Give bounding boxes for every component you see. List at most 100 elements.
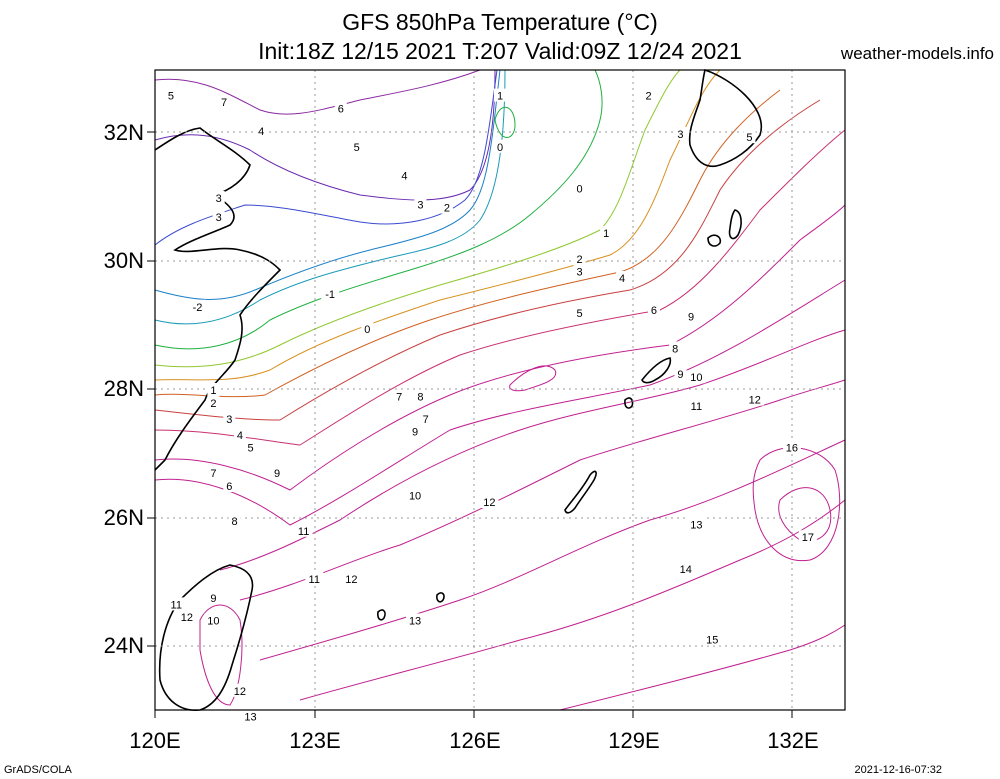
coastline-kyushu bbox=[688, 68, 763, 167]
contour-label: 12 bbox=[234, 686, 246, 698]
contour-label: 9 bbox=[412, 427, 418, 439]
lon-label-132e: 132E bbox=[767, 728, 819, 753]
contour-line bbox=[154, 69, 501, 300]
map-title-line1: GFS 850hPa Temperature (°C) bbox=[342, 9, 658, 35]
contour-label: 9 bbox=[688, 311, 694, 323]
contour-label: 12 bbox=[181, 612, 193, 624]
contour-label: 7 bbox=[221, 97, 227, 109]
contour-line bbox=[559, 624, 846, 711]
coastline-amami bbox=[641, 357, 672, 384]
contour-label: 12 bbox=[345, 574, 357, 586]
contour-line bbox=[259, 439, 846, 661]
contour-line bbox=[752, 447, 841, 562]
contour-label: 16 bbox=[786, 443, 798, 455]
contour-label: 12 bbox=[483, 497, 495, 509]
contour-label: 11 bbox=[691, 401, 702, 413]
lat-label-30n: 30N bbox=[103, 248, 144, 273]
lat-label-24n: 24N bbox=[103, 633, 144, 658]
contour-label: 2 bbox=[210, 398, 216, 410]
contour-label: 3 bbox=[677, 129, 683, 141]
contour-line bbox=[154, 69, 481, 115]
contour-label: 10 bbox=[207, 615, 219, 627]
contour-label: 7 bbox=[396, 391, 402, 403]
contour-label: 11 bbox=[298, 526, 309, 538]
contour-label: 2 bbox=[577, 254, 583, 266]
contour-label: 10 bbox=[409, 491, 421, 503]
contour-line bbox=[154, 69, 498, 246]
contour-line bbox=[778, 487, 832, 542]
contour-label: 0 bbox=[497, 142, 503, 154]
contour-label: 13 bbox=[244, 711, 256, 723]
contour-label: 5 bbox=[168, 91, 174, 103]
contour-line bbox=[509, 365, 557, 392]
contour-line bbox=[199, 604, 243, 706]
contour-label: 4 bbox=[401, 171, 407, 183]
contour-label: 0 bbox=[364, 324, 370, 336]
contour-label: 6 bbox=[338, 103, 344, 115]
graticule bbox=[155, 70, 845, 710]
contour-label: -1 bbox=[325, 289, 335, 301]
contour-label: 5 bbox=[577, 308, 583, 320]
lon-label-129e: 129E bbox=[608, 728, 660, 753]
contour-label: 9 bbox=[677, 369, 683, 381]
contour-label: 11 bbox=[309, 574, 320, 586]
contour-label: 4 bbox=[619, 273, 625, 285]
contour-label: 15 bbox=[706, 635, 718, 647]
contour-label: 3 bbox=[417, 199, 423, 211]
contour-label: 13 bbox=[690, 519, 702, 531]
contour-line bbox=[154, 89, 781, 398]
contour-lines bbox=[154, 69, 846, 711]
contour-label: 6 bbox=[651, 305, 657, 317]
contour-label: 2 bbox=[646, 91, 652, 103]
coastline-china-east bbox=[154, 127, 282, 471]
coastline-okinawa bbox=[564, 470, 597, 514]
contour-line bbox=[154, 69, 496, 201]
contour-label: 17 bbox=[802, 532, 814, 544]
contour-line bbox=[494, 107, 516, 138]
lon-label-126e: 126E bbox=[449, 728, 501, 753]
contour-label: -2 bbox=[193, 302, 203, 314]
contour-label: 8 bbox=[672, 343, 678, 355]
contour-label: 3 bbox=[216, 193, 222, 205]
contour-label: 3 bbox=[577, 267, 583, 279]
contour-label: 1 bbox=[603, 228, 609, 240]
contour-label: 11 bbox=[171, 599, 182, 611]
lon-label-123e: 123E bbox=[289, 728, 341, 753]
contour-label: 4 bbox=[258, 126, 264, 138]
contour-line bbox=[154, 129, 846, 446]
contour-line bbox=[154, 69, 681, 368]
axis-ticks bbox=[147, 131, 793, 718]
coastline-yakushima bbox=[707, 234, 722, 247]
site-name: weather-models.info bbox=[840, 44, 994, 63]
contour-line bbox=[154, 279, 846, 526]
coastline-island bbox=[624, 397, 634, 409]
lat-label-28n: 28N bbox=[103, 376, 144, 401]
contour-label: 4 bbox=[237, 430, 243, 442]
contour-label: 2 bbox=[444, 203, 450, 215]
contour-line bbox=[299, 499, 846, 701]
coastline-island bbox=[436, 592, 445, 603]
contour-line bbox=[154, 99, 821, 421]
contour-label: 7 bbox=[423, 414, 429, 426]
contour-line bbox=[219, 329, 846, 571]
lon-label-120e: 120E bbox=[129, 728, 181, 753]
contour-line bbox=[154, 204, 846, 491]
map-frame bbox=[154, 69, 846, 711]
contour-label: 3 bbox=[226, 414, 232, 426]
contour-label: 6 bbox=[226, 481, 232, 493]
contour-line bbox=[154, 69, 506, 325]
contour-label: 5 bbox=[247, 443, 253, 455]
contour-label: 9 bbox=[210, 593, 216, 605]
footer-software: GrADS/COLA bbox=[4, 764, 72, 776]
coastline-tanegashima bbox=[728, 209, 742, 240]
contour-label: 9 bbox=[274, 468, 280, 480]
contour-label: 12 bbox=[749, 395, 761, 407]
contour-line bbox=[154, 69, 603, 350]
contour-label: 10 bbox=[690, 372, 702, 384]
contour-line bbox=[239, 379, 846, 601]
contour-label: 5 bbox=[746, 132, 752, 144]
contour-label: 1 bbox=[497, 91, 503, 103]
contour-label: 8 bbox=[232, 516, 238, 528]
